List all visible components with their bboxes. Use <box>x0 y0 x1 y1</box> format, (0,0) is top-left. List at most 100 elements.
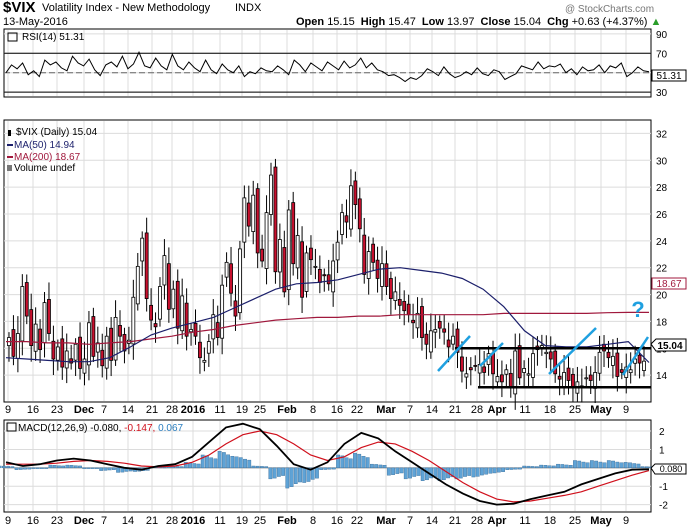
candle-body <box>642 360 646 371</box>
macd-histogram-bar <box>162 466 167 469</box>
ohlc-summary: Open 15.15 High 15.47 Low 13.97 Close 15… <box>296 16 661 28</box>
last-close-value: 15.04 <box>657 341 682 352</box>
macd-histogram-bar <box>602 462 607 469</box>
macd-histogram-bar <box>319 467 324 470</box>
macd-histogram-bar <box>441 467 446 481</box>
candle-body <box>504 369 509 375</box>
macd-histogram-bar <box>95 467 99 469</box>
open-label: Open <box>296 16 325 28</box>
volume-legend-swatch <box>7 165 12 171</box>
candle-body <box>340 212 344 235</box>
macd-histogram-bar <box>183 462 188 469</box>
x-tick-label: 7 <box>407 515 413 527</box>
macd-histogram-bar <box>10 466 15 469</box>
candle-body <box>526 373 531 376</box>
low-label: Low <box>421 16 444 28</box>
macd-histogram-bar <box>640 466 645 469</box>
macd-histogram-bar <box>357 453 362 469</box>
macd-histogram-bar <box>623 462 628 469</box>
candle-body <box>473 365 478 367</box>
macd-histogram-bar <box>526 465 531 469</box>
macd-histogram-bar <box>509 467 514 470</box>
macd-histogram-bar <box>450 467 455 478</box>
macd-histogram-bar <box>35 467 40 469</box>
macd-histogram-bar <box>336 454 340 469</box>
macd-tick-label: -2 <box>659 501 668 512</box>
candle-body <box>246 202 251 227</box>
rsi-panel-frame <box>3 28 652 98</box>
macd-histogram-bar <box>255 465 260 469</box>
x-tick-label: 2016 <box>181 404 205 416</box>
macd-histogram-bar <box>90 467 95 469</box>
x-tick-label: 23 <box>51 515 63 527</box>
macd-histogram-bar <box>416 467 421 476</box>
macd-histogram-bar <box>107 467 112 471</box>
candle-body <box>100 349 105 367</box>
candle-body <box>242 197 247 243</box>
candle-body <box>215 322 220 338</box>
macd-histogram-bar <box>331 467 336 470</box>
x-tick-label: 21 <box>449 404 461 416</box>
macd-histogram-bar <box>547 465 552 469</box>
price-tick-label: 32 <box>656 129 668 140</box>
macd-legend-part: MACD(12,26,9) <box>18 423 90 434</box>
macd-histogram-bar <box>518 467 522 470</box>
candle-body <box>388 278 393 299</box>
macd-histogram-bar <box>86 467 91 469</box>
price-tick-label: 18 <box>656 317 668 328</box>
macd-histogram-bar <box>560 464 565 469</box>
x-tick-label: 11 <box>519 515 530 527</box>
candle-body <box>55 346 60 361</box>
macd-histogram-bar <box>644 466 649 469</box>
macd-histogram-bar <box>192 463 197 469</box>
x-tick-label: 14 <box>122 404 134 416</box>
x-tick-label: 21 <box>449 515 461 527</box>
candle-body <box>300 241 304 298</box>
macd-histogram-bar <box>264 466 269 469</box>
candle-body <box>335 241 340 261</box>
exchange-label: INDX <box>235 2 262 14</box>
x-tick-label: 23 <box>51 404 63 416</box>
macd-last-value: 0.080 <box>660 464 683 474</box>
macd-tick-label: 1 <box>659 445 665 456</box>
candle-body <box>331 260 336 293</box>
candle-body <box>29 309 34 347</box>
candle-body <box>451 335 455 345</box>
macd-histogram-bar <box>496 467 501 473</box>
high-label: High <box>360 16 386 28</box>
macd-histogram-bar <box>463 467 467 477</box>
x-tick-label: 22 <box>351 404 363 416</box>
ma200-value-box <box>651 277 687 290</box>
candle-body <box>42 302 47 344</box>
macd-histogram-bar <box>395 467 400 474</box>
x-tick-label: 7 <box>101 515 107 527</box>
candle-body <box>500 374 504 383</box>
macd-histogram-bar <box>589 460 594 469</box>
x-tick-label: 7 <box>407 404 413 416</box>
candle-body <box>189 329 193 333</box>
macd-histogram-bar <box>480 467 484 476</box>
candle-body <box>255 188 260 254</box>
macd-histogram-bar <box>217 451 222 469</box>
candle-body <box>11 329 16 357</box>
symbol-title: $VIX <box>3 0 36 16</box>
macd-legend-part: 0.067 <box>158 423 183 434</box>
macd-histogram-bar <box>238 457 243 469</box>
candle-body <box>362 234 367 275</box>
macd-histogram-bar <box>340 455 345 469</box>
low-value: 13.97 <box>446 16 475 28</box>
rsi-legend: RSI(14) 51.31 <box>22 32 85 43</box>
candle-body <box>606 351 611 359</box>
candle-body <box>291 202 296 265</box>
candle-body <box>415 312 420 329</box>
macd-histogram-bar <box>61 465 66 469</box>
candle-body <box>309 247 313 261</box>
macd-histogram-bar <box>382 465 387 469</box>
x-tick-label: 9 <box>5 404 11 416</box>
index-name: Volatility Index - New Methodology <box>42 2 211 14</box>
candle-body <box>615 352 620 377</box>
macd-histogram-bar <box>471 467 476 478</box>
candle-body <box>38 328 42 351</box>
x-tick-label: Apr <box>488 515 508 527</box>
macd-histogram-bar <box>543 465 548 469</box>
